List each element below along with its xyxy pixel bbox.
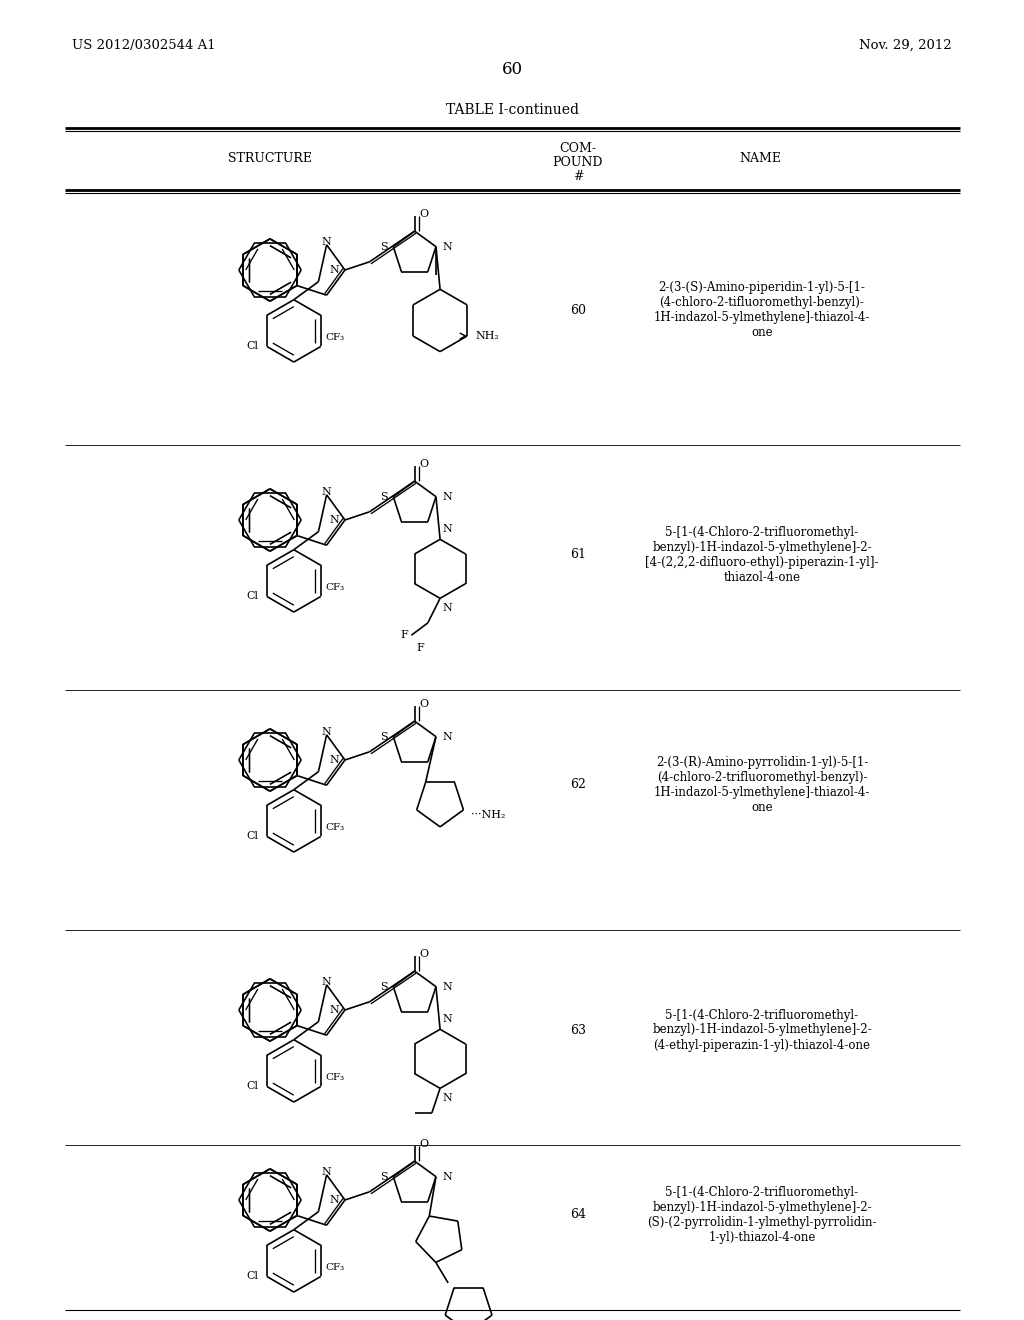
Text: F: F [400, 630, 409, 640]
Text: COM-: COM- [559, 141, 597, 154]
Text: CF₃: CF₃ [326, 1263, 345, 1272]
Text: Cl: Cl [247, 1271, 259, 1282]
Text: F: F [417, 643, 424, 653]
Text: N: N [329, 1195, 339, 1205]
Text: Cl: Cl [247, 591, 259, 602]
Text: POUND: POUND [553, 156, 603, 169]
Text: Cl: Cl [247, 1081, 259, 1092]
Text: 5-[1-(4-Chloro-2-trifluoromethyl-
benzyl)-1H-indazol-5-ylmethylene]-2-
[4-(2,2,2: 5-[1-(4-Chloro-2-trifluoromethyl- benzyl… [645, 525, 879, 583]
Text: TABLE I-continued: TABLE I-continued [445, 103, 579, 117]
Text: STRUCTURE: STRUCTURE [228, 152, 312, 165]
Text: S: S [380, 982, 387, 991]
Text: NAME: NAME [739, 152, 781, 165]
Text: O: O [420, 209, 429, 219]
Text: N: N [322, 487, 332, 496]
Text: N: N [322, 1167, 332, 1177]
Text: CF₃: CF₃ [326, 334, 345, 342]
Text: N: N [322, 236, 332, 247]
Text: NH₂: NH₂ [475, 331, 499, 341]
Text: 5-[1-(4-Chloro-2-trifluoromethyl-
benzyl)-1H-indazol-5-ylmethylene]-2-
(4-ethyl-: 5-[1-(4-Chloro-2-trifluoromethyl- benzyl… [652, 1008, 871, 1052]
Text: N: N [442, 1093, 452, 1104]
Text: N: N [329, 1005, 339, 1015]
Text: N: N [442, 731, 452, 742]
Text: CF₃: CF₃ [326, 1073, 345, 1082]
Text: 2-(3-(S)-Amino-piperidin-1-yl)-5-[1-
(4-chloro-2-tifluoromethyl-benzyl)-
1H-inda: 2-(3-(S)-Amino-piperidin-1-yl)-5-[1- (4-… [653, 281, 870, 339]
Text: O: O [420, 949, 429, 960]
Text: O: O [420, 1139, 429, 1150]
Text: US 2012/0302544 A1: US 2012/0302544 A1 [72, 38, 216, 51]
Text: CF₃: CF₃ [326, 583, 345, 593]
Text: N: N [442, 1014, 452, 1024]
Text: S: S [380, 242, 387, 252]
Text: 61: 61 [570, 549, 586, 561]
Text: 64: 64 [570, 1209, 586, 1221]
Text: CF₃: CF₃ [326, 824, 345, 833]
Text: #: # [572, 169, 584, 182]
Text: N: N [442, 242, 452, 252]
Text: Nov. 29, 2012: Nov. 29, 2012 [859, 38, 952, 51]
Text: 62: 62 [570, 779, 586, 792]
Text: S: S [380, 491, 387, 502]
Text: N: N [442, 982, 452, 991]
Text: Cl: Cl [247, 832, 259, 841]
Text: N: N [442, 603, 452, 614]
Text: O: O [420, 459, 429, 469]
Text: N: N [442, 1172, 452, 1181]
Text: N: N [442, 491, 452, 502]
Text: N: N [329, 755, 339, 766]
Text: N: N [329, 515, 339, 525]
Text: 5-[1-(4-Chloro-2-trifluoromethyl-
benzyl)-1H-indazol-5-ylmethylene]-2-
(S)-(2-py: 5-[1-(4-Chloro-2-trifluoromethyl- benzyl… [647, 1185, 877, 1243]
Text: S: S [380, 731, 387, 742]
Text: 60: 60 [502, 62, 522, 78]
Text: N: N [442, 524, 452, 535]
Text: S: S [380, 1172, 387, 1181]
Text: O: O [420, 700, 429, 709]
Text: 2-(3-(R)-Amino-pyrrolidin-1-yl)-5-[1-
(4-chloro-2-trifluoromethyl-benzyl)-
1H-in: 2-(3-(R)-Amino-pyrrolidin-1-yl)-5-[1- (4… [653, 756, 870, 814]
Text: 60: 60 [570, 304, 586, 317]
Text: Cl: Cl [247, 342, 259, 351]
Text: ···NH₂: ···NH₂ [471, 810, 506, 820]
Text: N: N [322, 727, 332, 737]
Text: 63: 63 [570, 1023, 586, 1036]
Text: N: N [329, 265, 339, 275]
Text: N: N [322, 977, 332, 987]
